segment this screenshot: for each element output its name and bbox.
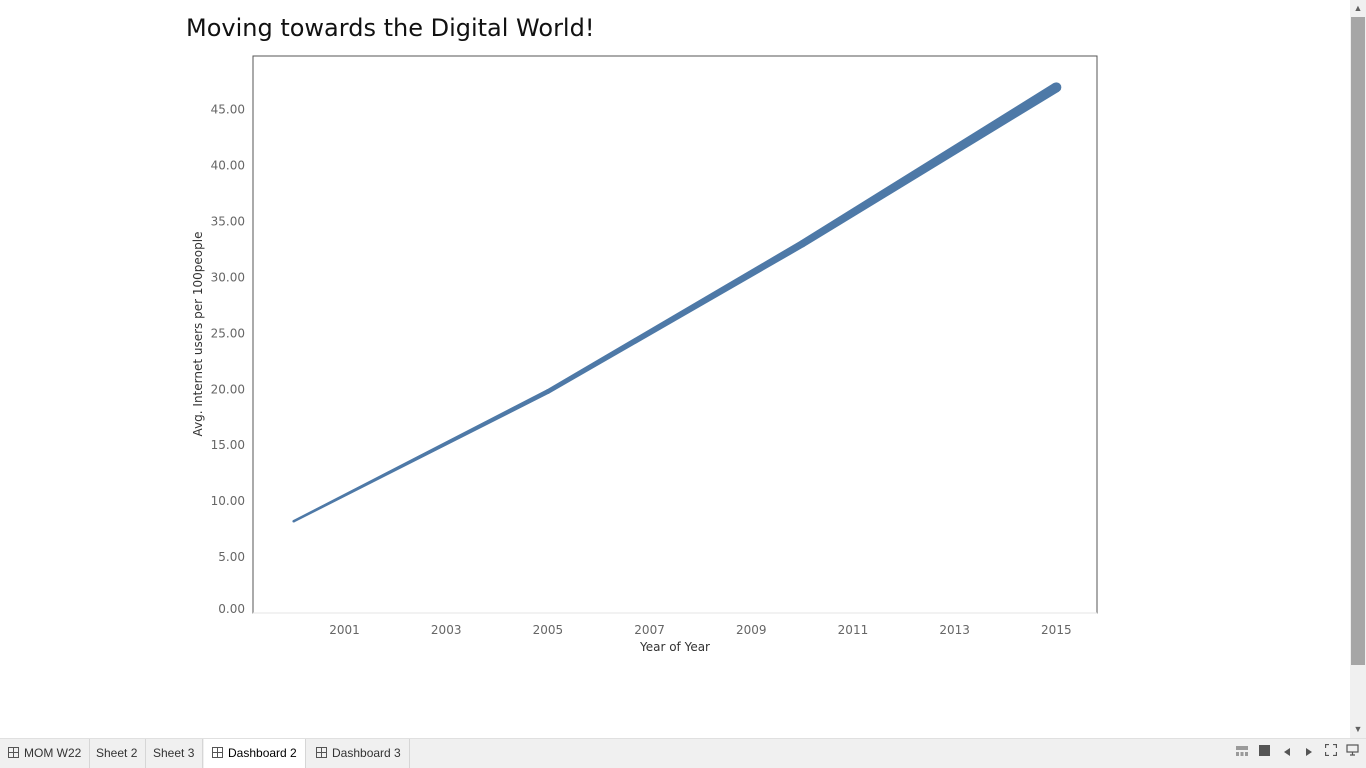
series-line-segment[interactable] xyxy=(800,83,1059,248)
y-tick-label: 25.00 xyxy=(211,326,245,340)
vertical-scrollbar[interactable]: ▲ ▼ xyxy=(1350,0,1366,738)
tab-sheet-3[interactable]: Sheet 3 xyxy=(145,739,204,768)
tab-mom-w22[interactable]: MOM W22 xyxy=(0,739,91,768)
full-screen-icon[interactable] xyxy=(1321,739,1341,768)
x-axis-title: Year of Year xyxy=(639,640,710,654)
dashboard-grid-icon xyxy=(316,747,327,758)
dashboard-title: Moving towards the Digital World! xyxy=(186,14,595,42)
y-axis-title: Avg. Internet users per 100people xyxy=(191,232,205,437)
x-tick-label: 2005 xyxy=(533,623,564,637)
tab-label: Sheet 3 xyxy=(153,746,195,760)
x-tick-label: 2003 xyxy=(431,623,462,637)
x-axis-ticks: 2001 2003 2005 2007 2009 2011 2013 2015 xyxy=(329,623,1071,637)
tab-sheet-2[interactable]: Sheet 2 xyxy=(88,739,147,768)
y-axis-ticks: 0.00 5.00 10.00 15.00 20.00 25.00 30.00 35.00 40… xyxy=(211,103,245,616)
line-chart: 0.00 5.00 10.00 15.00 20.00 25.00 30.00 35.00 40… xyxy=(191,55,1098,654)
y-tick-label: 30.00 xyxy=(211,270,245,284)
scrollbar-thumb[interactable] xyxy=(1351,17,1365,665)
series-point[interactable] xyxy=(1051,82,1062,93)
tab-label: Dashboard 3 xyxy=(332,746,401,760)
show-tabs-icon[interactable] xyxy=(1254,739,1274,768)
x-tick-label: 2009 xyxy=(736,623,767,637)
next-sheet-icon[interactable] xyxy=(1299,739,1319,768)
tab-dashboard-3[interactable]: Dashboard 3 xyxy=(308,739,410,768)
y-tick-label: 5.00 xyxy=(218,550,245,564)
x-tick-label: 2011 xyxy=(838,623,869,637)
tab-dashboard-2[interactable]: Dashboard 2 xyxy=(204,739,306,768)
series-line-segment[interactable] xyxy=(293,389,549,523)
scroll-up-arrow-icon[interactable]: ▲ xyxy=(1353,3,1363,13)
series-point[interactable] xyxy=(798,240,806,248)
previous-sheet-icon[interactable] xyxy=(1277,739,1297,768)
sheet-grid-icon xyxy=(8,747,19,758)
show-filmstrip-icon[interactable] xyxy=(1232,739,1252,768)
tab-label: MOM W22 xyxy=(24,746,82,760)
y-tick-label: 15.00 xyxy=(211,438,245,452)
x-tick-label: 2001 xyxy=(329,623,360,637)
y-tick-label: 45.00 xyxy=(211,103,245,117)
x-tick-label: 2015 xyxy=(1041,623,1072,637)
dashboard-grid-icon xyxy=(212,747,223,758)
y-tick-label: 10.00 xyxy=(211,494,245,508)
series-line-segment[interactable] xyxy=(546,240,804,394)
sheet-tab-bar: MOM W22 Sheet 2 Sheet 3 Dashboard 2 Dash… xyxy=(0,738,1366,768)
x-tick-label: 2007 xyxy=(634,623,665,637)
scroll-down-arrow-icon[interactable]: ▼ xyxy=(1353,724,1363,734)
presentation-mode-icon[interactable] xyxy=(1342,739,1362,768)
y-tick-label: 40.00 xyxy=(211,159,245,173)
series-layer[interactable] xyxy=(292,82,1062,523)
y-tick-label: 35.00 xyxy=(211,215,245,229)
y-tick-label: 20.00 xyxy=(211,382,245,396)
series-point[interactable] xyxy=(292,520,295,523)
x-tick-label: 2013 xyxy=(939,623,970,637)
y-tick-label: 0.00 xyxy=(218,602,245,616)
series-point[interactable] xyxy=(545,389,551,394)
tab-label: Sheet 2 xyxy=(96,746,138,760)
tab-label: Dashboard 2 xyxy=(228,746,297,760)
